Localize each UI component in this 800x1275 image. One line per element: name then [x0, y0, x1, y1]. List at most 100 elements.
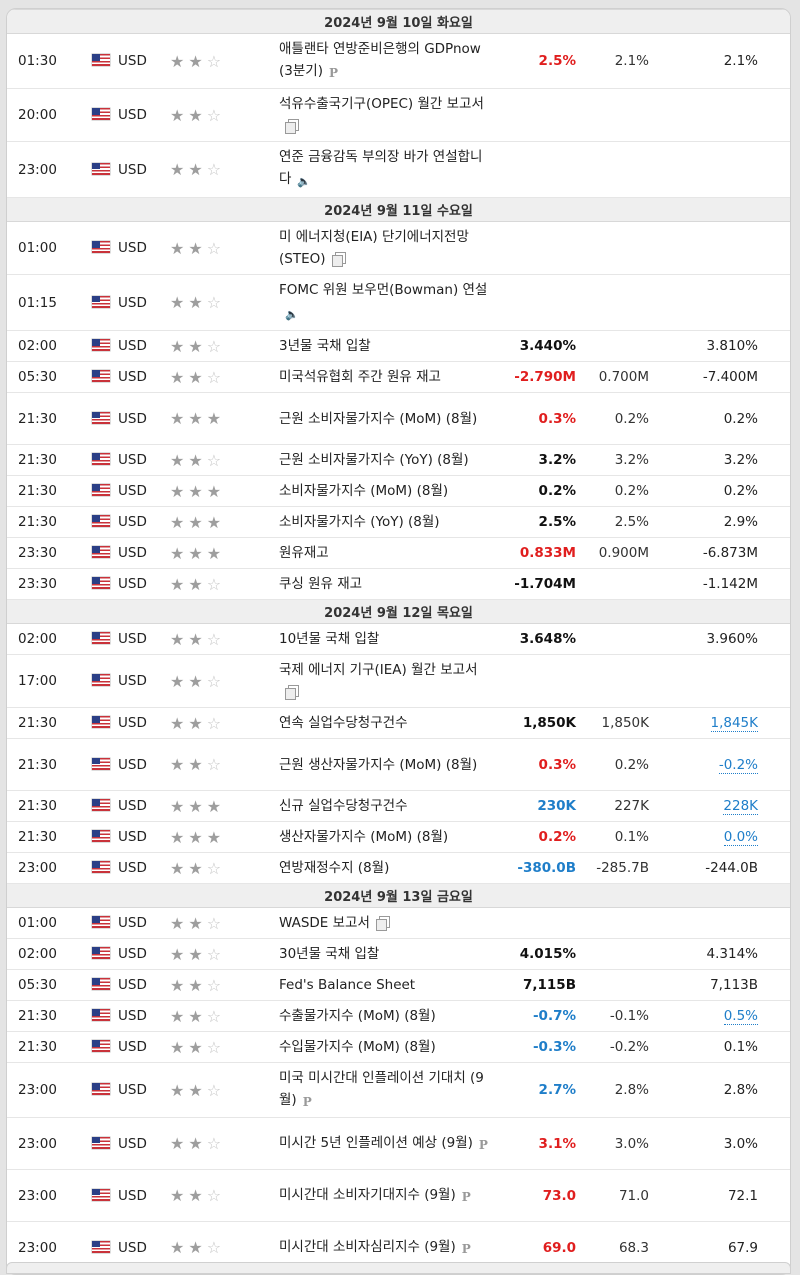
event-row[interactable]: 20:00 USD ★ ★ ☆ 석유수출국기구(OPEC) 월간 보고서 [7, 88, 790, 142]
event-row[interactable]: 23:00 USD ★ ★ ☆ 미국 미시간대 인플레이션 기대치 (9월) P 2.7% 2.… [7, 1062, 790, 1118]
event-row[interactable]: 21:30 USD ★ ★ ★ 소비자물가지수 (YoY) (8월) 2.5% 2.5% 2.9… [7, 506, 790, 538]
previous-value: 1,845K [657, 707, 790, 739]
event-name-cell[interactable]: 석유수출국기구(OPEC) 월간 보고서 [279, 88, 498, 142]
event-name-link[interactable]: 30년물 국채 입찰 [279, 946, 380, 962]
previous-value-text: 7,113B [710, 977, 759, 993]
event-row[interactable]: 21:30 USD ★ ★ ☆ 수입물가지수 (MoM) (8월) -0.3% -0.2% 0.… [7, 1031, 790, 1063]
event-name-cell[interactable]: 미시간대 소비자기대지수 (9월) P [279, 1169, 498, 1222]
event-name-cell[interactable]: 연속 실업수당청구건수 [279, 707, 498, 739]
event-name-cell[interactable]: 애틀랜타 연방준비은행의 GDPnow (3분기) P [279, 33, 498, 89]
event-name-link[interactable]: 애틀랜타 연방준비은행의 GDPnow (3분기) [279, 41, 481, 79]
previous-revised-value[interactable]: -0.2% [718, 756, 759, 774]
event-row[interactable]: 01:30 USD ★ ★ ☆ 애틀랜타 연방준비은행의 GDPnow (3분기) P 2.5… [7, 33, 790, 89]
event-name-cell[interactable]: 신규 실업수당청구건수 [279, 790, 498, 822]
event-name-cell[interactable]: 소비자물가지수 (MoM) (8월) [279, 475, 498, 507]
event-row[interactable]: 21:30 USD ★ ★ ★ 소비자물가지수 (MoM) (8월) 0.2% 0.2% 0.2… [7, 475, 790, 507]
event-row[interactable]: 21:30 USD ★ ★ ★ 생산자물가지수 (MoM) (8월) 0.2% 0.1% 0.0… [7, 821, 790, 853]
event-name-link[interactable]: 미국 미시간대 인플레이션 기대치 (9월) [279, 1070, 484, 1108]
star-empty-icon: ☆ [206, 1006, 222, 1026]
event-row[interactable]: 21:30 USD ★ ★ ☆ 연속 실업수당청구건수 1,850K 1,850K 1,845K [7, 707, 790, 739]
event-name-link[interactable]: 연방재정수지 (8월) [279, 860, 390, 876]
event-name-link[interactable]: 소비자물가지수 (YoY) (8월) [279, 514, 440, 530]
event-name-cell[interactable]: 수입물가지수 (MoM) (8월) [279, 1031, 498, 1063]
event-name-cell[interactable]: Fed's Balance Sheet [279, 969, 498, 1001]
event-row[interactable]: 23:00 USD ★ ★ ☆ 미시간대 소비자기대지수 (9월) P 73.0 71.0 72.… [7, 1169, 790, 1222]
event-name-link[interactable]: 미 에너지청(EIA) 단기에너지전망(STEO) [279, 229, 469, 267]
event-row[interactable]: 01:00 USD ★ ★ ☆ 미 에너지청(EIA) 단기에너지전망(STEO) [7, 221, 790, 275]
event-row[interactable]: 21:30 USD ★ ★ ★ 근원 소비자물가지수 (MoM) (8월) 0.3% 0.2%… [7, 392, 790, 445]
event-name-cell[interactable]: 연방재정수지 (8월) [279, 852, 498, 884]
event-name-cell[interactable]: 근원 소비자물가지수 (YoY) (8월) [279, 444, 498, 476]
event-name-cell[interactable]: 근원 생산자물가지수 (MoM) (8월) [279, 738, 498, 791]
event-row[interactable]: 02:00 USD ★ ★ ☆ 3년물 국채 입찰 3.440% 3.810% [7, 330, 790, 362]
event-name-cell[interactable]: 수출물가지수 (MoM) (8월) [279, 1000, 498, 1032]
event-name-cell[interactable]: 생산자물가지수 (MoM) (8월) [279, 821, 498, 853]
event-name-link[interactable]: 미시간대 소비자심리지수 (9월) [279, 1238, 456, 1255]
event-name-link[interactable]: 3년물 국채 입찰 [279, 338, 371, 354]
event-row[interactable]: 21:30 USD ★ ★ ☆ 수출물가지수 (MoM) (8월) -0.7% -0.1% 0.… [7, 1000, 790, 1032]
event-row[interactable]: 01:15 USD ★ ★ ☆ FOMC 위원 보우먼(Bowman) 연설🔈 [7, 274, 790, 331]
previous-revised-value[interactable]: 228K [723, 798, 759, 815]
event-name-link[interactable]: 미시간대 소비자기대지수 (9월) [279, 1186, 456, 1203]
star-filled-icon: ★ [188, 105, 203, 125]
event-row[interactable]: 05:30 USD ★ ★ ☆ Fed's Balance Sheet 7,115B 7,11… [7, 969, 790, 1001]
event-row[interactable]: 02:00 USD ★ ★ ☆ 10년물 국채 입찰 3.648% 3.960% [7, 623, 790, 655]
event-name-link[interactable]: 미시간 5년 인플레이션 예상 (9월) [279, 1134, 473, 1151]
event-name-link[interactable]: 소비자물가지수 (MoM) (8월) [279, 483, 449, 499]
event-name-link[interactable]: 근원 소비자물가지수 (MoM) (8월) [279, 410, 478, 427]
previous-revised-value[interactable]: 0.0% [723, 829, 759, 846]
event-name-cell[interactable]: 3년물 국채 입찰 [279, 330, 498, 362]
event-name-cell[interactable]: 연준 금융감독 부의장 바가 연설합니다 🔈 [279, 141, 498, 198]
event-row[interactable]: 23:00 USD ★ ★ ☆ 미시간 5년 인플레이션 예상 (9월) P 3.1% 3.0%… [7, 1117, 790, 1170]
event-name-cell[interactable]: 국제 에너지 기구(IEA) 월간 보고서 [279, 654, 498, 708]
event-row[interactable]: 17:00 USD ★ ★ ☆ 국제 에너지 기구(IEA) 월간 보고서 [7, 654, 790, 708]
event-row[interactable]: 23:00 USD ★ ★ ☆ 연방재정수지 (8월) -380.0B -285.7B -244… [7, 852, 790, 884]
event-name-link[interactable]: WASDE 보고서 [279, 915, 370, 931]
event-name-link[interactable]: 수입물가지수 (MoM) (8월) [279, 1039, 436, 1055]
event-name-link[interactable]: 쿠싱 원유 재고 [279, 576, 363, 592]
star-filled-icon: ★ [188, 293, 203, 312]
event-name-link[interactable]: 수출물가지수 (MoM) (8월) [279, 1008, 436, 1024]
event-name-cell[interactable]: 원유재고 [279, 537, 498, 569]
event-name-cell[interactable]: 근원 소비자물가지수 (MoM) (8월) [279, 392, 498, 445]
previous-revised-value[interactable]: 1,845K [710, 715, 759, 732]
event-name-link[interactable]: Fed's Balance Sheet [279, 977, 416, 993]
us-flag-icon [92, 1083, 110, 1095]
event-name-cell[interactable]: 소비자물가지수 (YoY) (8월) [279, 506, 498, 538]
event-row[interactable]: 05:30 USD ★ ★ ☆ 미국석유협회 주간 원유 재고 -2.790M 0.700M -… [7, 361, 790, 393]
event-row[interactable]: 23:00 USD ★ ★ ☆ 연준 금융감독 부의장 바가 연설합니다 🔈 [7, 141, 790, 198]
event-row[interactable]: 23:30 USD ★ ★ ☆ 쿠싱 원유 재고 -1.704M -1.142M [7, 568, 790, 600]
event-name-cell[interactable]: 미시간 5년 인플레이션 예상 (9월) P [279, 1117, 498, 1170]
event-name-link[interactable]: 생산자물가지수 (MoM) (8월) [279, 829, 449, 845]
event-name-cell[interactable]: 미국 미시간대 인플레이션 기대치 (9월) P [279, 1062, 498, 1118]
event-name-cell[interactable]: 쿠싱 원유 재고 [279, 568, 498, 600]
event-name-link[interactable]: 원유재고 [279, 545, 329, 561]
event-name-link[interactable]: 연속 실업수당청구건수 [279, 715, 408, 731]
event-row[interactable]: 21:30 USD ★ ★ ☆ 근원 생산자물가지수 (MoM) (8월) 0.3% 0.2%… [7, 738, 790, 791]
event-row[interactable]: 23:30 USD ★ ★ ★ 원유재고 0.833M 0.900M -6.873M [7, 537, 790, 569]
event-name-cell[interactable]: 10년물 국채 입찰 [279, 623, 498, 655]
event-name-cell[interactable]: 30년물 국채 입찰 [279, 938, 498, 970]
event-name-cell[interactable]: WASDE 보고서 [279, 907, 498, 939]
event-name-cell[interactable]: 미국석유협회 주간 원유 재고 [279, 361, 498, 393]
event-name-link[interactable]: 신규 실업수당청구건수 [279, 798, 408, 814]
event-time: 05:30 [7, 969, 92, 1001]
event-row[interactable]: 02:00 USD ★ ★ ☆ 30년물 국채 입찰 4.015% 4.314% [7, 938, 790, 970]
event-name-link[interactable]: 연준 금융감독 부의장 바가 연설합니다 [279, 149, 483, 187]
event-name-link[interactable]: 근원 소비자물가지수 (YoY) (8월) [279, 452, 469, 468]
us-flag-icon [92, 799, 110, 811]
event-name-cell[interactable]: FOMC 위원 보우먼(Bowman) 연설 🔈 [279, 274, 498, 331]
event-name-link[interactable]: 10년물 국채 입찰 [279, 631, 380, 647]
event-name-cell[interactable]: 미 에너지청(EIA) 단기에너지전망(STEO) [279, 221, 498, 275]
event-row[interactable]: 01:00 USD ★ ★ ☆ WASDE 보고서 [7, 907, 790, 939]
currency-code: USD [118, 798, 147, 814]
event-name-link[interactable]: 국제 에너지 기구(IEA) 월간 보고서 [279, 662, 478, 678]
previous-revised-value[interactable]: 0.5% [723, 1008, 759, 1025]
event-name-link[interactable]: 석유수출국기구(OPEC) 월간 보고서 [279, 96, 484, 112]
event-row[interactable]: 21:30 USD ★ ★ ☆ 근원 소비자물가지수 (YoY) (8월) 3.2% 3.2%… [7, 444, 790, 476]
event-name-link[interactable]: 근원 생산자물가지수 (MoM) (8월) [279, 756, 478, 773]
actual-value: -2.790M [498, 361, 585, 393]
event-name-link[interactable]: 미국석유협회 주간 원유 재고 [279, 369, 441, 385]
event-row[interactable]: 21:30 USD ★ ★ ★ 신규 실업수당청구건수 230K 227K 228K [7, 790, 790, 822]
event-name-link[interactable]: FOMC 위원 보우먼(Bowman) 연설 [279, 282, 488, 298]
